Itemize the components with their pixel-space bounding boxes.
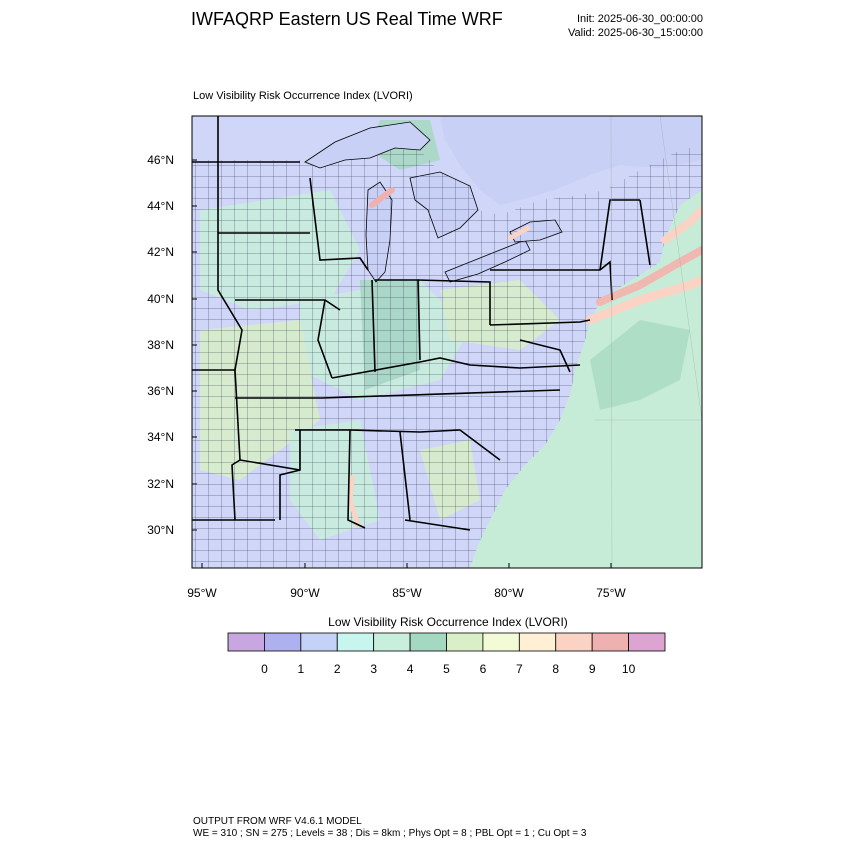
ocean-patch	[590, 320, 690, 410]
lat-label-32: 32°N	[147, 477, 174, 491]
colorbar	[227, 632, 666, 652]
lat-label-40: 40°N	[147, 292, 174, 306]
valid-time: Valid: 2025-06-30_15:00:00	[568, 27, 703, 39]
colorbar-tick-label: 8	[552, 662, 560, 676]
lat-label-44: 44°N	[147, 199, 174, 213]
colorbar-tick-label: 5	[443, 662, 450, 676]
colorbar-swatch	[300, 632, 338, 652]
lon-label-75: 75°W	[596, 586, 626, 600]
colorbar-swatch	[446, 632, 484, 652]
colorbar-tick-label: 7	[515, 662, 523, 676]
state-boundaries	[192, 116, 651, 531]
colorbar-swatch	[555, 632, 593, 652]
colorbar-tick-label: 4	[406, 662, 414, 676]
lon-label-95: 95°W	[187, 586, 217, 600]
colorbar-tick-label: 2	[333, 662, 341, 676]
lon-label-85: 85°W	[392, 586, 422, 600]
map-subtitle: Low Visibility Risk Occurrence Index (LV…	[193, 90, 413, 102]
lat-label-38: 38°N	[147, 338, 174, 352]
footer-model: OUTPUT FROM WRF V4.6.1 MODEL	[193, 816, 362, 827]
lon-labels: 95°W 90°W 85°W 80°W 75°W	[187, 586, 626, 600]
lon-label-90: 90°W	[290, 586, 320, 600]
map-frame	[191, 115, 703, 569]
lat-label-34: 34°N	[147, 430, 174, 444]
graticule	[595, 116, 702, 568]
lat-label-46: 46°N	[147, 153, 174, 167]
axis-ticks	[192, 159, 612, 568]
colorbar-swatch	[227, 632, 265, 652]
lat-label-30: 30°N	[147, 523, 174, 537]
map-content	[192, 116, 702, 568]
lat-label-36: 36°N	[147, 384, 174, 398]
high-risk-bands	[347, 187, 702, 528]
footer-config: WE = 310 ; SN = 275 ; Levels = 38 ; Dis …	[193, 828, 587, 839]
colorbar-swatch	[482, 632, 520, 652]
map-title: IWFAQRP Eastern US Real Time WRF	[191, 9, 503, 29]
colorbar-title: Low Visibility Risk Occurrence Index (LV…	[328, 615, 568, 629]
init-time: Init: 2025-06-30_00:00:00	[577, 13, 703, 25]
colorbar-swatch	[628, 632, 666, 652]
colorbar-tick-label: 3	[370, 662, 377, 676]
colorbar-swatch	[409, 632, 447, 652]
lat-labels: 46°N 44°N 42°N 40°N 38°N 36°N 34°N 32°N …	[147, 153, 174, 537]
lat-label-42: 42°N	[147, 245, 174, 259]
colorbar-swatch	[373, 632, 411, 652]
colorbar-swatch	[591, 632, 629, 652]
colorbar-swatch	[264, 632, 302, 652]
colorbar-tick-label: 10	[621, 662, 636, 676]
colorbar-tick-label: 6	[479, 662, 487, 676]
colorbar-tick-label: 1	[297, 662, 305, 676]
colorbar-swatch	[336, 632, 375, 652]
lon-label-80: 80°W	[494, 586, 524, 600]
colorbar-swatch	[518, 632, 557, 652]
colorbar-tick-label: 0	[261, 662, 268, 676]
colorbar-tick-label: 9	[588, 662, 596, 676]
